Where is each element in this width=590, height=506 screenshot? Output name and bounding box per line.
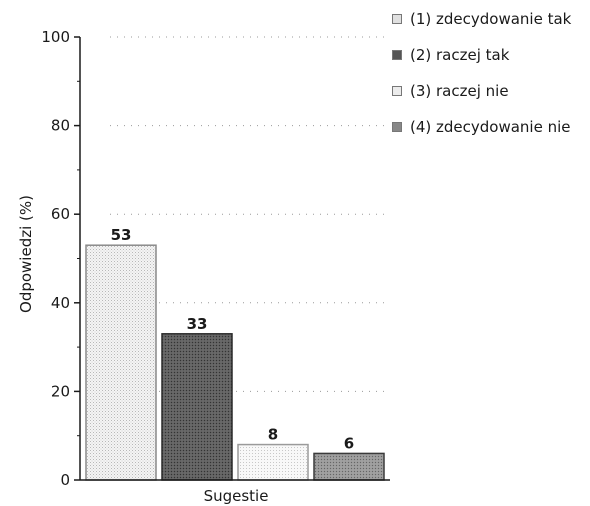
bars (85, 244, 385, 481)
legend: (1) zdecydowanie tak (2) raczej tak (3) … (388, 10, 588, 154)
gridlines (110, 36, 390, 392)
y-tick-label: 40 (51, 294, 70, 312)
y-tick-label: 60 (51, 205, 70, 223)
legend-swatch (392, 50, 402, 60)
legend-swatch (392, 86, 402, 96)
y-tick-label: 0 (60, 471, 70, 489)
axes: 0 20 40 60 80 100 (41, 28, 390, 489)
bar (313, 452, 385, 481)
y-tick-label: 80 (51, 117, 70, 135)
y-tick-label: 100 (41, 28, 70, 46)
legend-label: (1) zdecydowanie tak (410, 10, 572, 28)
legend-item: (1) zdecydowanie tak (388, 10, 588, 29)
legend-item: (2) raczej tak (388, 46, 588, 65)
legend-item: (4) zdecydowanie nie (388, 118, 588, 137)
legend-swatch (392, 122, 402, 132)
bar (85, 244, 157, 481)
legend-swatch (392, 14, 402, 24)
x-axis-title: Sugestie (204, 487, 269, 505)
bar-data-label: 53 (111, 226, 132, 244)
bar-data-label: 6 (344, 434, 354, 452)
y-axis-title: Odpowiedzi (%) (17, 195, 35, 313)
y-tick-label: 20 (51, 382, 70, 400)
bar-data-label: 8 (268, 426, 278, 444)
bar (237, 443, 309, 481)
legend-label: (3) raczej nie (410, 82, 509, 100)
bar (161, 333, 233, 481)
legend-item: (3) raczej nie (388, 82, 588, 101)
bar-data-label: 33 (187, 315, 208, 333)
legend-label: (4) zdecydowanie nie (410, 118, 571, 136)
data-labels: 53 33 8 6 (111, 226, 355, 452)
legend-label: (2) raczej tak (410, 46, 510, 64)
